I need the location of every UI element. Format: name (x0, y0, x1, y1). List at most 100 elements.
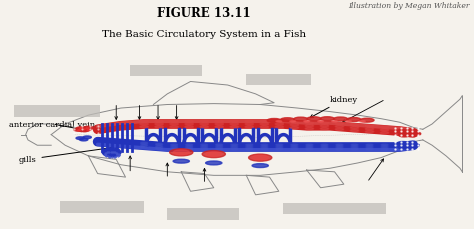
Ellipse shape (245, 126, 254, 128)
Ellipse shape (305, 122, 314, 124)
Ellipse shape (275, 120, 283, 123)
Ellipse shape (141, 143, 147, 144)
Ellipse shape (365, 131, 374, 133)
Ellipse shape (141, 147, 147, 149)
FancyBboxPatch shape (246, 74, 311, 86)
Ellipse shape (141, 145, 147, 147)
Ellipse shape (252, 164, 268, 168)
Ellipse shape (276, 147, 283, 148)
Ellipse shape (261, 149, 268, 150)
Ellipse shape (79, 129, 89, 132)
Ellipse shape (275, 123, 283, 125)
Ellipse shape (83, 127, 93, 130)
Ellipse shape (170, 120, 178, 123)
Ellipse shape (304, 121, 310, 123)
Ellipse shape (186, 149, 192, 150)
FancyBboxPatch shape (130, 65, 202, 77)
Ellipse shape (206, 161, 222, 165)
Ellipse shape (380, 126, 389, 129)
Ellipse shape (320, 128, 328, 130)
Ellipse shape (246, 147, 253, 148)
Ellipse shape (321, 147, 328, 148)
Ellipse shape (366, 144, 373, 146)
Ellipse shape (350, 124, 359, 126)
Ellipse shape (173, 150, 190, 155)
Ellipse shape (200, 123, 209, 125)
Ellipse shape (395, 133, 404, 135)
Ellipse shape (334, 117, 347, 121)
Ellipse shape (351, 147, 358, 148)
Ellipse shape (306, 147, 313, 148)
Ellipse shape (351, 144, 358, 146)
Ellipse shape (74, 128, 84, 132)
Ellipse shape (396, 130, 408, 134)
Ellipse shape (215, 126, 223, 128)
Ellipse shape (140, 123, 148, 125)
Ellipse shape (405, 142, 417, 146)
Ellipse shape (366, 149, 373, 150)
Ellipse shape (155, 144, 163, 145)
Ellipse shape (336, 147, 343, 148)
Ellipse shape (155, 120, 164, 123)
Ellipse shape (396, 144, 403, 146)
Ellipse shape (230, 123, 238, 125)
Ellipse shape (381, 149, 388, 150)
Ellipse shape (336, 144, 343, 146)
Ellipse shape (246, 144, 253, 146)
Ellipse shape (231, 147, 238, 148)
Ellipse shape (366, 147, 373, 148)
Ellipse shape (395, 131, 404, 133)
Ellipse shape (381, 147, 388, 148)
Text: The Basic Circulatory System in a Fish: The Basic Circulatory System in a Fish (102, 30, 306, 39)
Ellipse shape (397, 142, 409, 146)
Ellipse shape (365, 128, 374, 130)
Ellipse shape (306, 149, 313, 150)
Ellipse shape (318, 121, 323, 123)
Ellipse shape (395, 128, 404, 130)
Ellipse shape (275, 126, 283, 128)
Ellipse shape (346, 121, 351, 123)
Ellipse shape (336, 149, 343, 150)
Ellipse shape (260, 123, 268, 125)
Ellipse shape (335, 129, 344, 131)
Ellipse shape (291, 144, 298, 146)
Ellipse shape (171, 149, 178, 150)
Ellipse shape (396, 149, 403, 150)
Ellipse shape (261, 144, 268, 146)
Ellipse shape (332, 121, 337, 123)
Ellipse shape (185, 120, 193, 123)
Ellipse shape (216, 147, 223, 148)
Ellipse shape (171, 147, 178, 148)
Text: FIGURE 13.11: FIGURE 13.11 (157, 7, 251, 20)
Ellipse shape (260, 126, 268, 128)
Ellipse shape (83, 136, 91, 139)
FancyBboxPatch shape (167, 208, 239, 220)
Ellipse shape (365, 125, 374, 128)
Ellipse shape (276, 121, 282, 123)
Ellipse shape (245, 120, 254, 123)
Ellipse shape (215, 120, 223, 123)
Ellipse shape (185, 123, 193, 125)
Ellipse shape (155, 146, 163, 148)
Ellipse shape (281, 118, 294, 122)
Ellipse shape (305, 128, 314, 130)
Ellipse shape (320, 117, 334, 121)
Ellipse shape (350, 130, 359, 132)
Ellipse shape (206, 152, 222, 157)
Ellipse shape (78, 130, 81, 131)
Ellipse shape (381, 144, 388, 146)
Ellipse shape (305, 125, 314, 127)
Ellipse shape (216, 144, 223, 146)
FancyBboxPatch shape (61, 201, 144, 213)
Ellipse shape (276, 144, 283, 146)
Ellipse shape (82, 129, 85, 130)
Ellipse shape (294, 118, 308, 122)
Ellipse shape (290, 124, 299, 126)
Ellipse shape (216, 149, 223, 150)
FancyBboxPatch shape (283, 203, 386, 214)
Ellipse shape (347, 118, 361, 122)
FancyBboxPatch shape (14, 105, 100, 117)
Ellipse shape (401, 131, 412, 135)
Text: kidney: kidney (310, 96, 358, 118)
Text: gills: gills (18, 147, 112, 164)
